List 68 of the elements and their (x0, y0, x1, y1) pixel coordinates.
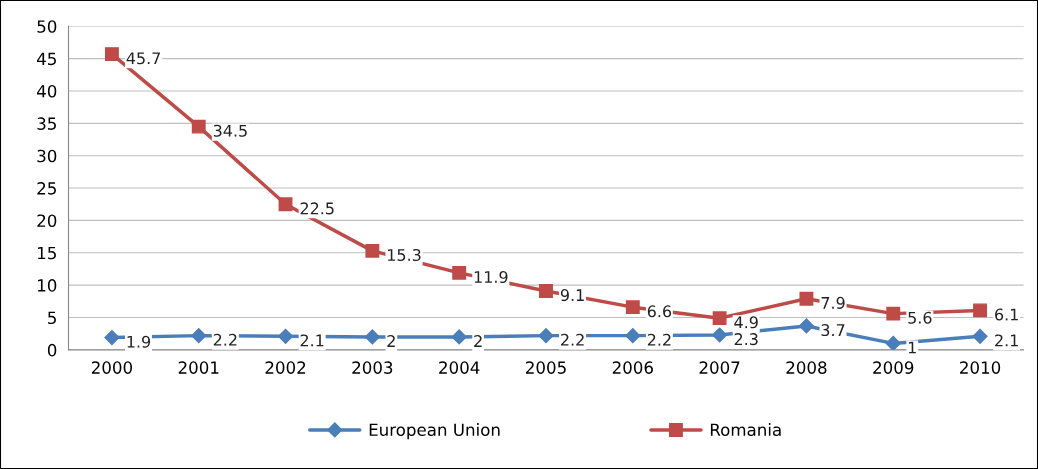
data-label: 34.5 (213, 124, 247, 137)
point (798, 318, 815, 334)
point (538, 328, 554, 344)
point (364, 329, 380, 345)
y-tick-label: 10 (38, 279, 57, 292)
x-tick-label: 2009 (873, 361, 914, 374)
point (625, 300, 640, 315)
data-label: 2.2 (647, 333, 671, 346)
y-tick-label: 50 (37, 20, 57, 33)
data-label: 2 (474, 335, 482, 347)
x-tick-label: 2000 (91, 361, 133, 374)
point (452, 265, 467, 280)
x-tick-label: 2004 (439, 361, 480, 374)
legend-label: Romania (710, 423, 781, 437)
y-tick-label: 5 (48, 311, 56, 325)
x-tick-label: 2002 (265, 361, 306, 374)
point (799, 291, 814, 306)
y-tick-label: 40 (37, 84, 57, 98)
data-label: 11.9 (474, 270, 508, 284)
data-label: 5.6 (908, 311, 932, 324)
x-tick-label: 2007 (699, 361, 740, 374)
point (191, 328, 207, 344)
legend-label: European Union (369, 423, 500, 440)
x-tick-label: 2005 (526, 361, 566, 374)
point (712, 311, 727, 326)
y-tick-label: 0 (47, 343, 57, 357)
point (451, 329, 467, 345)
data-label: 1 (908, 341, 916, 354)
point (885, 335, 901, 350)
x-tick-label: 2008 (786, 361, 827, 374)
data-label: 2 (387, 335, 395, 347)
y-tick-label: 35 (37, 117, 56, 130)
x-tick-label: 2001 (178, 361, 219, 374)
data-label: 6.6 (647, 305, 672, 318)
data-label: 6.1 (995, 308, 1018, 321)
point (278, 197, 293, 212)
data-label: 9.1 (560, 289, 584, 302)
point (625, 328, 641, 344)
point (886, 306, 901, 321)
data-label: 15.3 (388, 248, 421, 262)
data-label: 4.9 (734, 316, 758, 329)
point (104, 47, 119, 62)
x-tick-label: 2010 (960, 361, 1001, 374)
data-label: 45.7 (126, 52, 160, 65)
data-label: 2.2 (213, 333, 237, 346)
data-label: 1.9 (127, 335, 151, 348)
point (712, 327, 728, 343)
y-tick-label: 15 (38, 246, 56, 260)
point (104, 330, 120, 346)
x-tick-label: 2003 (352, 361, 393, 374)
point (365, 243, 380, 258)
point (191, 119, 206, 134)
data-label: 2.1 (995, 334, 1018, 347)
y-tick-label: 45 (37, 52, 56, 66)
y-tick-label: 30 (37, 149, 57, 163)
x-tick-label: 2006 (612, 361, 653, 374)
y-tick-label: 20 (37, 214, 57, 227)
data-label: 2.2 (561, 333, 584, 346)
data-label: 22.5 (300, 202, 334, 215)
data-label: 2.3 (734, 333, 758, 346)
data-label: 3.7 (821, 324, 845, 337)
data-label: 7.9 (821, 296, 845, 309)
point (277, 328, 294, 344)
point (973, 303, 988, 318)
point (539, 284, 553, 298)
y-tick-label: 25 (37, 182, 56, 195)
data-label: 2.1 (300, 334, 324, 347)
point (972, 328, 988, 344)
